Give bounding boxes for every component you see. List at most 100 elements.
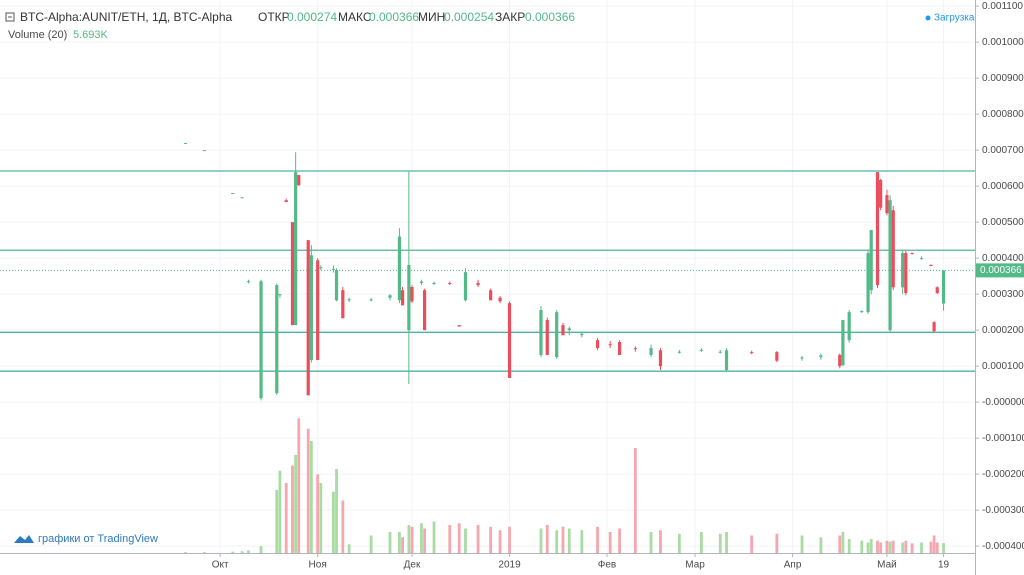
volume-bar (608, 532, 612, 553)
x-tick-label: Дек (404, 560, 421, 571)
volume-bar (388, 532, 392, 553)
candle-body (866, 253, 870, 313)
candle-body (869, 230, 873, 291)
candle-body (699, 349, 703, 351)
y-tick-label: 0.000400 (982, 253, 1024, 264)
y-tick-label: 0.000600 (982, 181, 1024, 192)
volume-bar (341, 500, 345, 553)
volume-bar (910, 543, 914, 553)
candle-body (819, 355, 823, 358)
close-value: 0.000366 (525, 10, 575, 24)
branding[interactable]: графики от TradingView (38, 533, 158, 545)
volume-bar (259, 546, 263, 553)
volume-bar (901, 542, 905, 553)
y-tick-label: -0.000400 (982, 541, 1024, 552)
candle-body (246, 281, 251, 283)
last-price-label: 0.000366 (980, 265, 1022, 276)
candle-body (331, 268, 335, 271)
candle-body (290, 222, 295, 326)
candle-body (677, 351, 681, 353)
candle-body (595, 340, 600, 349)
candle-body (319, 267, 323, 269)
candle-body (860, 311, 864, 313)
volume-title: Volume (20) (8, 29, 67, 41)
candle-body (202, 150, 207, 152)
volume-bar (891, 540, 895, 553)
candle-body (489, 290, 493, 301)
candle-body (278, 294, 282, 296)
volume-bar (888, 541, 892, 553)
volume-bar (929, 541, 933, 553)
volume-bar (885, 540, 889, 553)
candle-body (422, 290, 427, 331)
candle-body (649, 348, 653, 355)
volume-bar (699, 532, 703, 553)
volume-bar (841, 532, 845, 553)
volume-bar (567, 528, 571, 553)
candle-body (297, 174, 301, 186)
candle-body (457, 325, 461, 327)
volume-bar (407, 525, 411, 553)
volume-bar (284, 483, 288, 553)
volume-bar (869, 539, 873, 553)
y-tick-label: -0.000200 (982, 469, 1024, 480)
candle-body (885, 195, 889, 214)
volume-value: 5.693K (73, 29, 109, 41)
volume-bar (539, 528, 543, 553)
candle-body (309, 255, 313, 361)
volume-bar (649, 532, 653, 553)
volume-bar (316, 474, 320, 553)
volume-bar (489, 526, 493, 553)
candle-body (410, 286, 414, 302)
volume-bar (596, 526, 599, 553)
y-tick-label: 0.001100 (982, 1, 1023, 12)
candle-body (901, 253, 905, 288)
volume-bar (498, 530, 502, 553)
candle-body (555, 312, 559, 358)
candle-body (507, 303, 512, 379)
volume-bar (775, 533, 779, 553)
x-tick-label: Мар (685, 560, 705, 571)
candle-body (388, 295, 392, 298)
x-tick-label: Окт (212, 560, 229, 571)
volume-bar (291, 465, 294, 553)
candle-body (407, 264, 411, 331)
volume-bar (335, 469, 338, 553)
candle-body (275, 285, 279, 394)
volume-bar (184, 552, 187, 553)
volume-bar (725, 532, 728, 553)
candle-body (369, 299, 373, 301)
status-dot (925, 15, 931, 21)
candle-body (617, 342, 622, 355)
candle-body (891, 210, 895, 288)
candle-body (910, 253, 914, 255)
candle-body (284, 200, 288, 202)
candle-body (941, 270, 946, 304)
candle-body (498, 297, 502, 302)
low-value: 0.000254 (444, 10, 494, 24)
volume-bar (231, 551, 235, 553)
y-tick-label: 0.000900 (982, 73, 1024, 84)
candle-body (294, 172, 298, 326)
tradingview-logo[interactable] (14, 535, 34, 543)
y-tick-label: 0.000800 (982, 109, 1024, 120)
candle-body (397, 236, 402, 301)
volume-bar (555, 530, 559, 553)
candle-body (400, 290, 405, 306)
x-tick-label: Ноя (309, 560, 327, 571)
volume-bar (240, 551, 244, 553)
volume-bar (319, 483, 323, 553)
candle-body (316, 260, 320, 361)
candle-body (658, 350, 663, 367)
y-tick-label: -0.000000 (982, 397, 1024, 408)
volume-bar (294, 455, 298, 553)
candle-body (919, 258, 924, 260)
collapse-icon[interactable] (5, 12, 15, 22)
candle-body (750, 352, 754, 354)
volume-bar (860, 540, 864, 553)
y-tick-label: 0.000100 (982, 361, 1024, 372)
candle-body (935, 287, 939, 294)
volume-bar (819, 537, 823, 553)
candle-body (838, 354, 842, 367)
